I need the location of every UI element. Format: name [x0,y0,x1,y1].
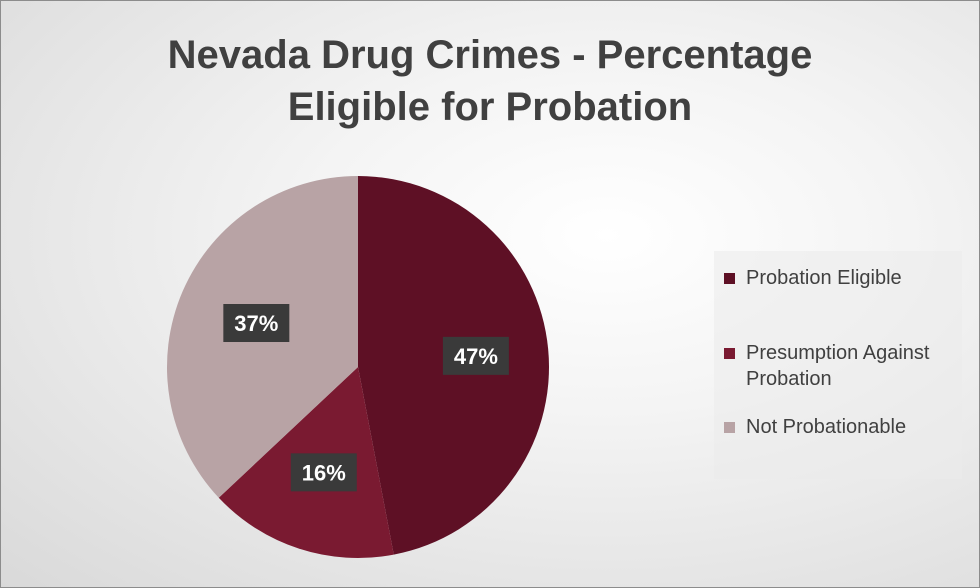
legend-swatch [724,422,735,433]
data-label-box [442,336,509,375]
chart-title: Nevada Drug Crimes - Percentage Eligible… [1,29,979,133]
pie-data-labels: 47% 16% 37% [223,304,509,492]
legend-swatch [724,348,735,359]
chart-title-line-1: Nevada Drug Crimes - Percentage [167,33,813,77]
data-label-probation-eligible: 47% [442,336,509,375]
legend-item-probation-eligible[interactable]: Probation Eligible [724,265,966,291]
data-label-not-probationable: 37% [223,304,290,343]
data-label-presumption-against-probation: 16% [290,453,357,492]
legend-label: Not Probationable [746,416,907,438]
data-label-box [290,453,357,492]
legend-label: Presumption Against Probation [746,342,930,390]
legend-label: Probation Eligible [746,267,902,289]
legend: Probation Eligible Presumption Against P… [714,251,962,479]
data-label-text: 16% [302,460,346,485]
legend-swatch [724,273,735,284]
chart-title-line-2: Eligible for Probation [287,85,693,129]
data-label-text: 47% [454,344,498,369]
legend-item-not-probationable[interactable]: Not Probationable [724,414,966,440]
legend-item-presumption-against-probation[interactable]: Presumption Against Probation [724,340,966,392]
data-label-box [223,304,290,343]
data-label-text: 37% [234,311,278,336]
